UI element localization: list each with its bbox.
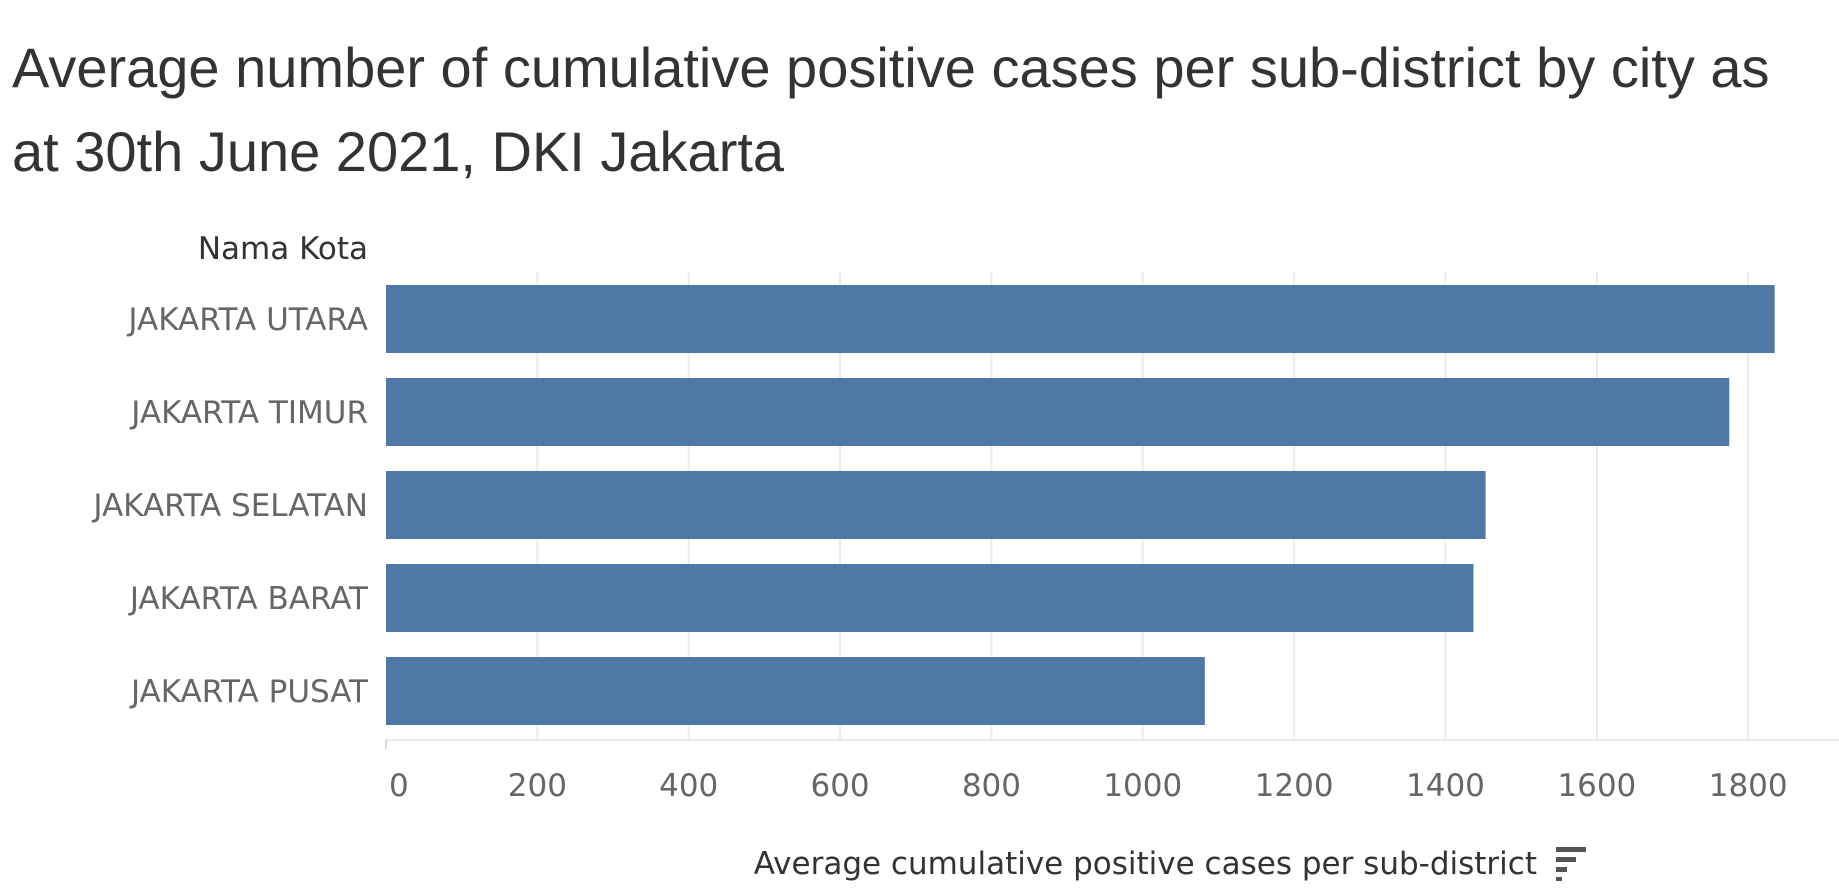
bar — [386, 378, 1730, 446]
y-field-label: Nama Kota — [198, 231, 368, 267]
x-tick-label: 800 — [962, 768, 1021, 804]
x-tick-label: 200 — [508, 768, 567, 804]
x-axis-ticks: 0 200 400 600 800 1000 1200 1400 1600 1800 — [389, 768, 1788, 804]
category-label: JAKARTA TIMUR — [129, 395, 368, 431]
bar — [386, 285, 1775, 353]
category-label: JAKARTA BARAT — [128, 581, 369, 617]
x-tick-label: 1400 — [1406, 768, 1485, 804]
x-tick-label: 1600 — [1557, 768, 1636, 804]
x-tick-label: 0 — [389, 768, 409, 804]
bar — [386, 471, 1486, 539]
chart-title: Average number of cumulative positive ca… — [12, 36, 1770, 183]
x-tick-label: 600 — [810, 768, 869, 804]
x-tick-label: 1000 — [1103, 768, 1182, 804]
sort-descending-icon[interactable] — [1556, 847, 1586, 881]
x-tick-label: 1200 — [1255, 768, 1334, 804]
category-label: JAKARTA SELATAN — [91, 488, 368, 524]
bar — [386, 657, 1205, 725]
x-tick-label: 1800 — [1709, 768, 1788, 804]
x-tick-label: 400 — [659, 768, 718, 804]
category-label: JAKARTA UTARA — [126, 302, 368, 338]
x-axis-title: Average cumulative positive cases per su… — [754, 846, 1537, 882]
category-label: JAKARTA PUSAT — [129, 674, 369, 710]
bar — [386, 564, 1474, 632]
bars — [386, 285, 1775, 725]
category-labels: JAKARTA UTARA JAKARTA TIMUR JAKARTA SELATA… — [91, 302, 369, 710]
